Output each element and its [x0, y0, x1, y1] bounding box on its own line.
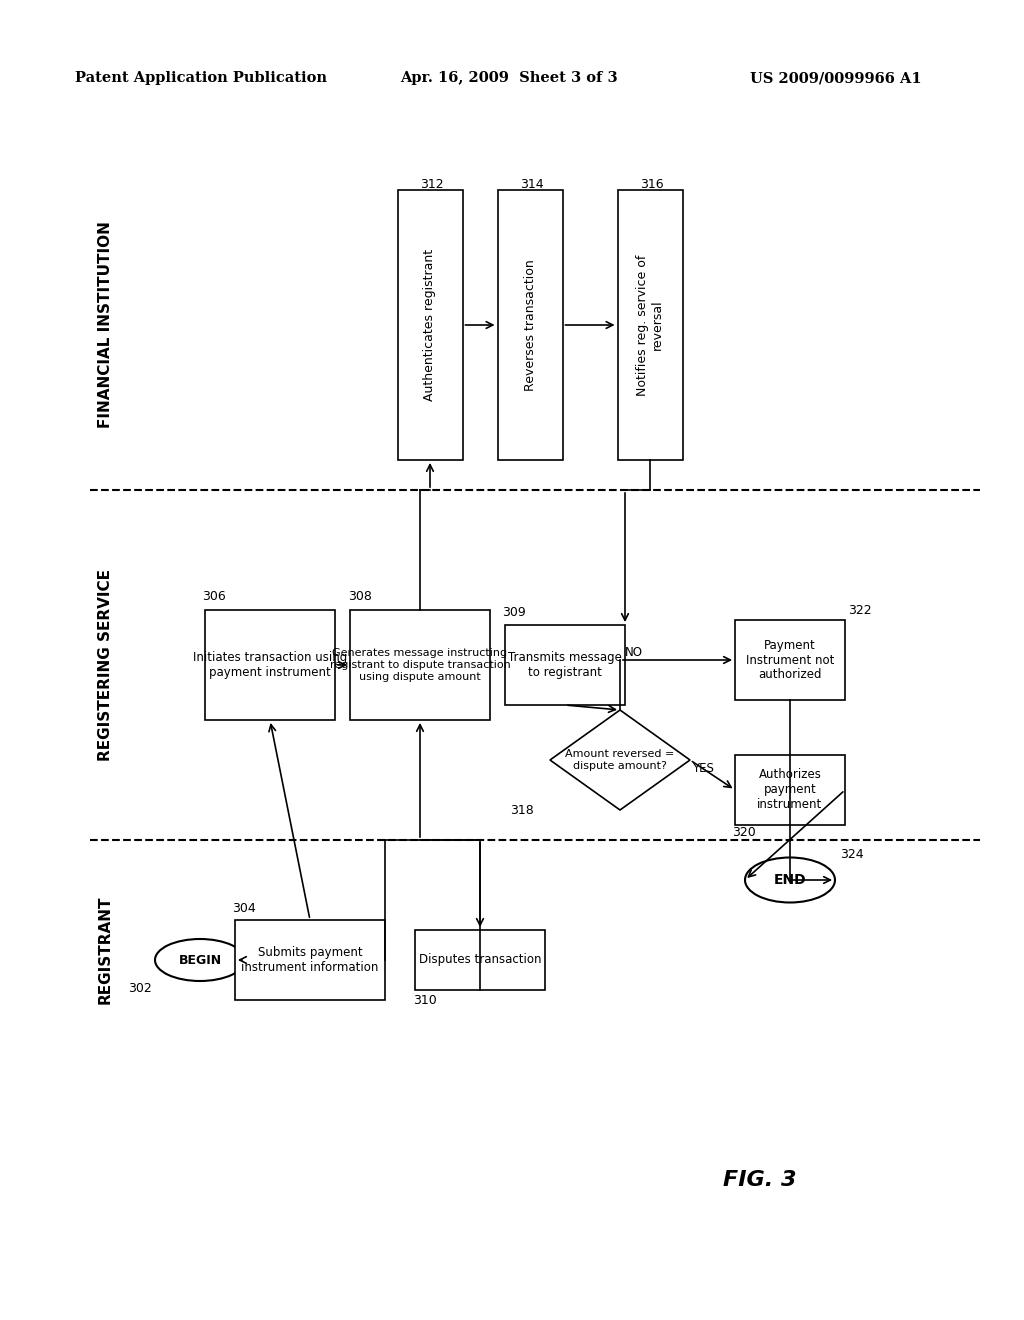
Text: Authenticates registrant: Authenticates registrant	[424, 249, 436, 401]
FancyBboxPatch shape	[617, 190, 683, 459]
Text: 310: 310	[413, 994, 437, 1006]
Text: Generates message instructing
registrant to dispute transaction
using dispute am: Generates message instructing registrant…	[330, 648, 510, 681]
Text: FIG. 3: FIG. 3	[723, 1170, 797, 1191]
FancyBboxPatch shape	[735, 620, 845, 700]
Text: Payment
Instrument not
authorized: Payment Instrument not authorized	[745, 639, 835, 681]
Text: 304: 304	[232, 902, 256, 915]
Text: 314: 314	[520, 178, 544, 191]
Text: Apr. 16, 2009  Sheet 3 of 3: Apr. 16, 2009 Sheet 3 of 3	[400, 71, 617, 84]
Text: Authorizes
payment
instrument: Authorizes payment instrument	[758, 768, 822, 812]
Text: Notifies reg. service of
reversal: Notifies reg. service of reversal	[636, 255, 664, 396]
Text: 309: 309	[502, 606, 525, 619]
Text: Reverses transaction: Reverses transaction	[523, 259, 537, 391]
Text: 322: 322	[848, 603, 871, 616]
Text: FINANCIAL INSTITUTION: FINANCIAL INSTITUTION	[97, 222, 113, 429]
Text: Transmits message
to registrant: Transmits message to registrant	[508, 651, 622, 678]
Text: 302: 302	[128, 982, 152, 994]
Text: US 2009/0099966 A1: US 2009/0099966 A1	[750, 71, 922, 84]
Text: END: END	[774, 873, 806, 887]
FancyBboxPatch shape	[234, 920, 385, 1001]
Text: 306: 306	[202, 590, 225, 603]
FancyBboxPatch shape	[350, 610, 490, 719]
Text: 312: 312	[420, 178, 443, 191]
Text: 320: 320	[732, 826, 756, 840]
Ellipse shape	[745, 858, 835, 903]
Text: Patent Application Publication: Patent Application Publication	[75, 71, 327, 84]
FancyBboxPatch shape	[415, 931, 545, 990]
Polygon shape	[550, 710, 690, 810]
Text: Amount reversed =
dispute amount?: Amount reversed = dispute amount?	[565, 750, 675, 771]
Text: Submits payment
instrument information: Submits payment instrument information	[242, 946, 379, 974]
Text: 316: 316	[640, 178, 664, 191]
Text: REGISTERING SERVICE: REGISTERING SERVICE	[97, 569, 113, 762]
Text: BEGIN: BEGIN	[178, 953, 221, 966]
Text: 308: 308	[348, 590, 372, 603]
FancyBboxPatch shape	[397, 190, 463, 459]
FancyBboxPatch shape	[735, 755, 845, 825]
FancyBboxPatch shape	[505, 624, 625, 705]
Text: Disputes transaction: Disputes transaction	[419, 953, 542, 966]
FancyBboxPatch shape	[205, 610, 335, 719]
Text: 324: 324	[840, 849, 863, 862]
Text: YES: YES	[692, 762, 714, 775]
Ellipse shape	[155, 939, 245, 981]
Text: NO: NO	[625, 645, 643, 659]
Text: 318: 318	[510, 804, 534, 817]
FancyBboxPatch shape	[498, 190, 562, 459]
Text: REGISTRANT: REGISTRANT	[97, 896, 113, 1005]
Text: Initiates transaction using
payment instrument: Initiates transaction using payment inst…	[193, 651, 347, 678]
